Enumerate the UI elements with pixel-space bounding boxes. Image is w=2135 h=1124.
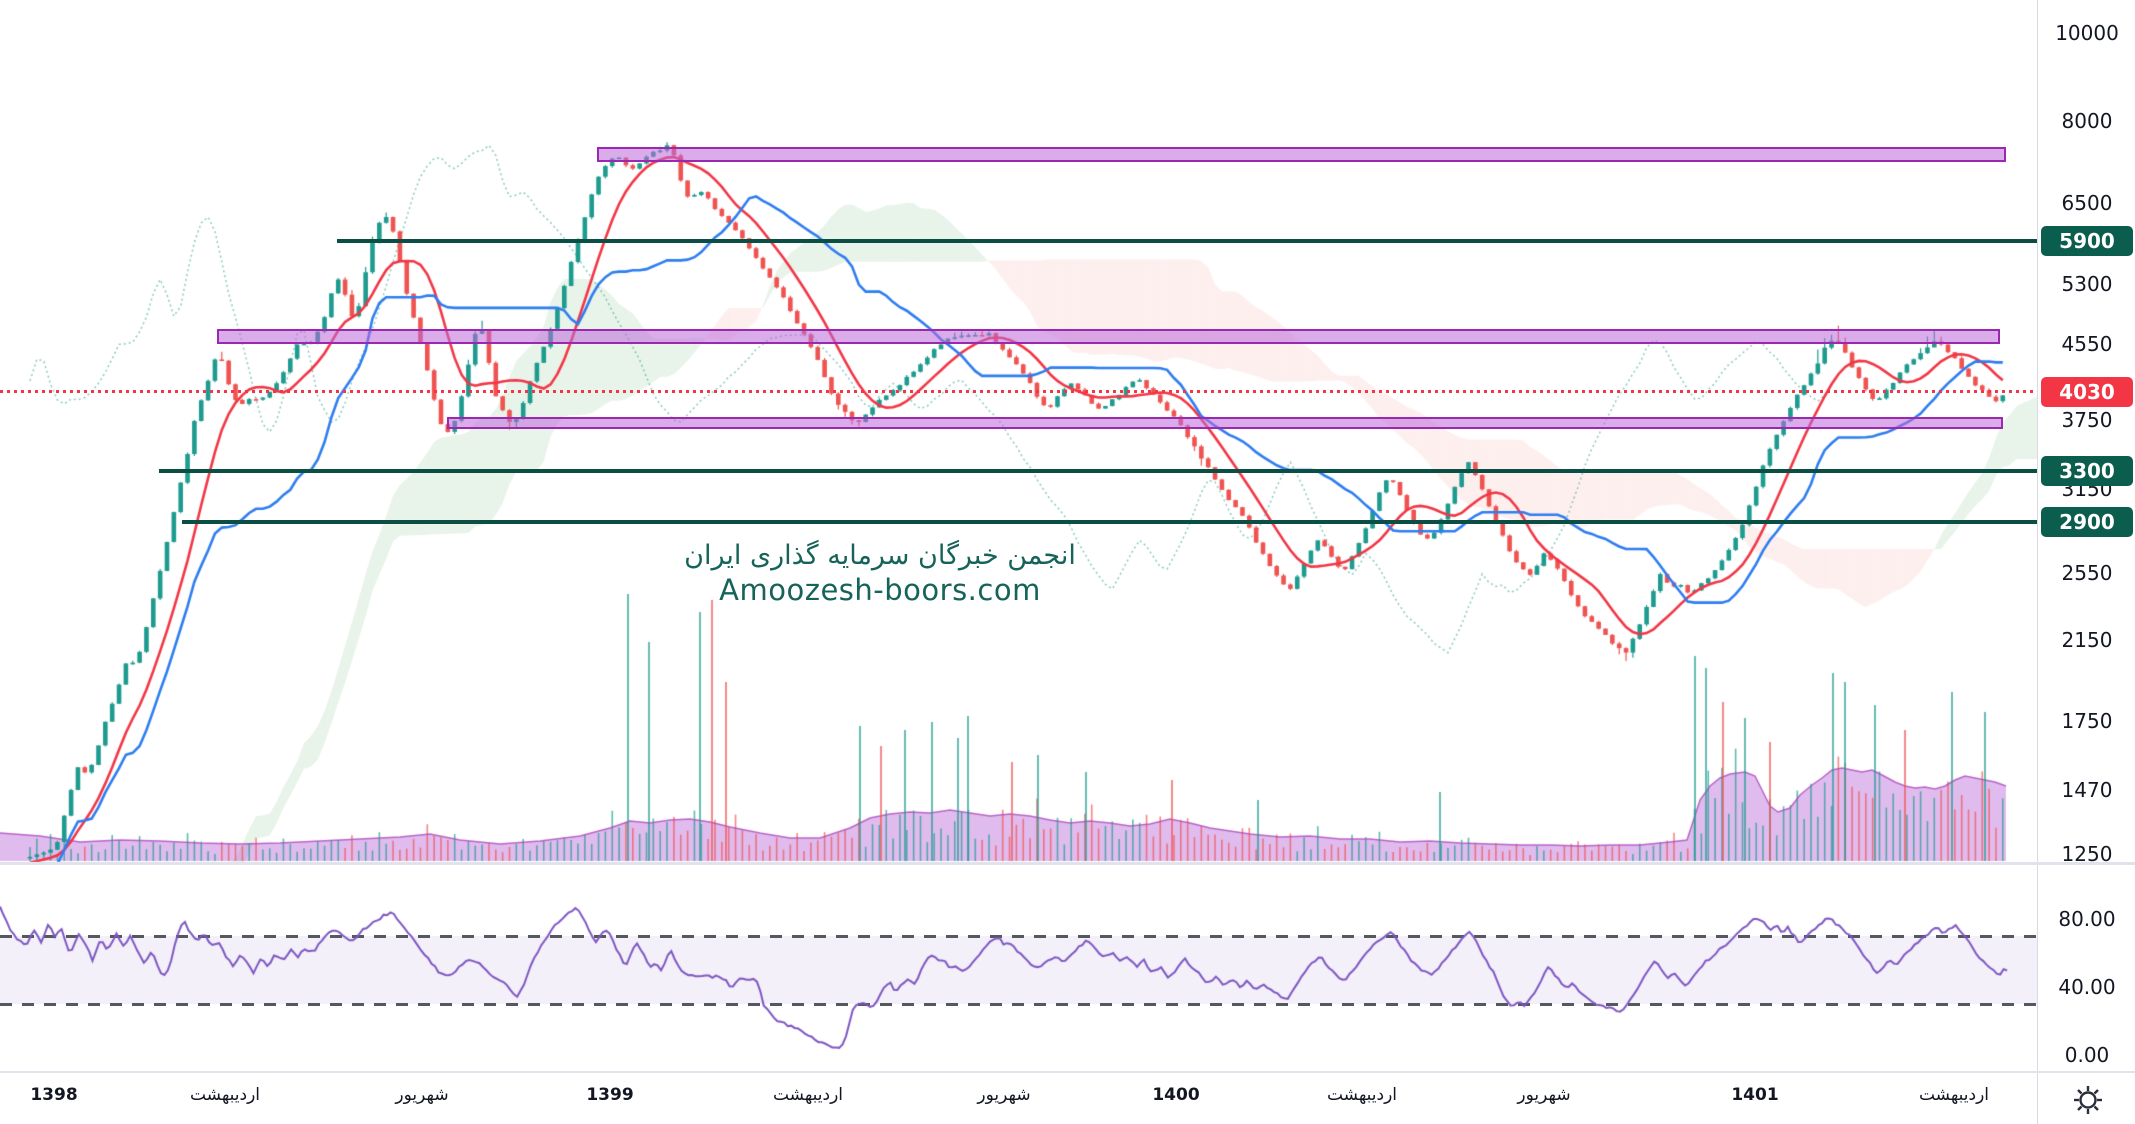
rsi-axis-label: 40.00 [2058, 975, 2116, 999]
price-axis-label: 1250 [2061, 841, 2113, 866]
rsi-axis-label: 80.00 [2058, 907, 2116, 931]
price-axis-label: 5300 [2061, 271, 2113, 296]
time-axis-year-label: 1400 [1152, 1085, 1200, 1105]
time-axis-year-label: 1398 [30, 1085, 78, 1105]
pane-separator-2 [0, 1071, 2135, 1073]
time-axis-year-label: 1399 [586, 1085, 634, 1105]
time-axis-year-label: 1401 [1731, 1085, 1779, 1105]
price-axis[interactable]: 10000 8000 6500 5300 4550 3750 3150 2550 2150 175… [2037, 0, 2135, 1124]
time-axis-month-label: شهریور [977, 1085, 1031, 1105]
price-axis-label: 2550 [2061, 560, 2113, 585]
price-level-badge-5900: 5900 [2041, 226, 2133, 257]
price-level-badge-3300: 3300 [2041, 455, 2133, 486]
rsi-axis-label: 0.00 [2064, 1043, 2110, 1067]
chart-settings-button[interactable] [2060, 1082, 2116, 1118]
price-axis-label: 4550 [2061, 331, 2113, 356]
pane-separator-1 [0, 862, 2135, 865]
price-axis-label: 1750 [2061, 709, 2113, 734]
time-axis-month-label: اردیبهشت [1918, 1085, 1990, 1105]
price-axis-label: 8000 [2061, 109, 2113, 134]
price-level-badge-2900: 2900 [2041, 506, 2133, 537]
price-axis-label: 6500 [2061, 191, 2113, 216]
time-axis-month-label: شهریور [395, 1085, 449, 1105]
time-axis-month-label: اردیبهشت [1326, 1085, 1398, 1105]
price-axis-label: 10000 [2055, 21, 2119, 45]
settings-sun-icon [2074, 1086, 2102, 1114]
time-axis-month-label: شهریور [1517, 1085, 1571, 1105]
current-price-badge: 4030 [2041, 376, 2133, 407]
price-axis-label: 3750 [2061, 408, 2113, 433]
price-axis-label: 2150 [2061, 627, 2113, 652]
price-axis-label: 1470 [2061, 777, 2113, 802]
time-axis-month-label: اردیبهشت [772, 1085, 844, 1105]
time-axis-month-label: اردیبهشت [189, 1085, 261, 1105]
time-axis[interactable]: 1398 اردیبهشت شهریور 1399 اردیبهشت شهریور 1400… [0, 1073, 2037, 1124]
